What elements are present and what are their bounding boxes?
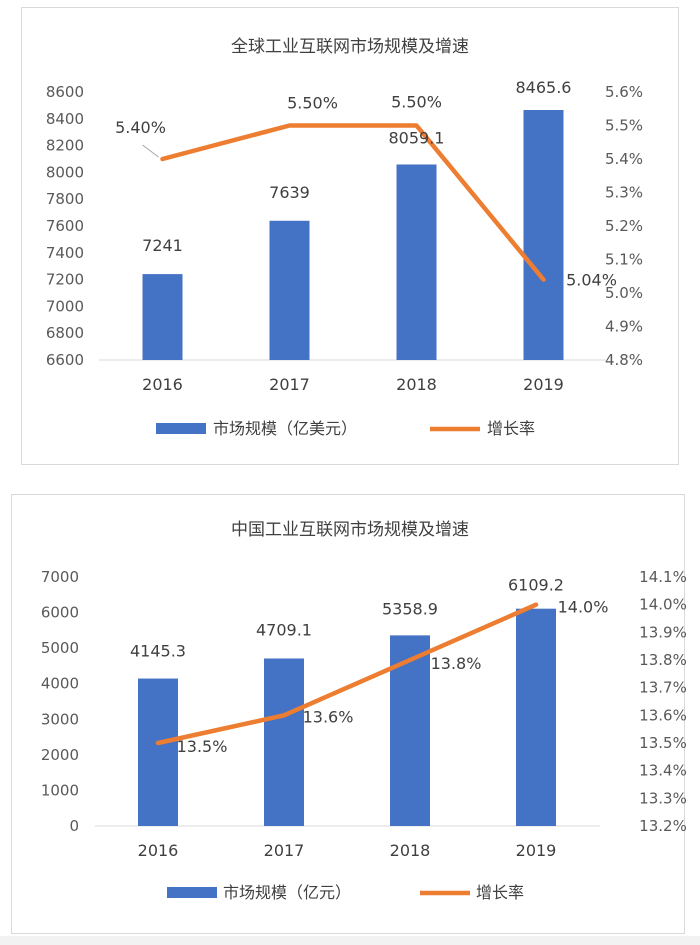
- line-data-label: 5.50%: [287, 94, 338, 113]
- right-axis-tick: 5.0%: [605, 284, 643, 302]
- global-chart-panel: [21, 7, 679, 465]
- legend-bar-label: 市场规模（亿美元）: [213, 419, 357, 438]
- bar-2018: [396, 164, 437, 360]
- right-axis-tick: 5.2%: [605, 217, 643, 235]
- line-data-label: 13.6%: [303, 707, 354, 726]
- left-axis-tick: 7600: [46, 217, 84, 235]
- right-axis-tick: 13.6%: [639, 706, 687, 724]
- growth-rate-line: [160, 123, 546, 282]
- bar-2017: [264, 658, 304, 826]
- x-axis-tick: 2019: [523, 375, 564, 394]
- x-axis-tick: 2017: [264, 841, 305, 860]
- right-axis-tick: 14.0%: [639, 596, 687, 614]
- left-axis-tick: 0: [69, 817, 79, 835]
- line-data-label: 5.50%: [391, 93, 442, 112]
- right-axis-tick: 4.8%: [605, 351, 643, 369]
- x-axis-tick: 2017: [269, 375, 310, 394]
- legend-bar-swatch: [156, 423, 206, 434]
- legend-bar-label: 市场规模（亿元）: [223, 883, 351, 902]
- left-axis-tick: 3000: [41, 710, 79, 728]
- left-axis-tick: 8000: [46, 163, 84, 181]
- data-label-leader-line: [142, 144, 159, 158]
- left-axis-tick: 8200: [46, 137, 84, 155]
- right-axis-tick: 5.6%: [605, 83, 643, 101]
- x-axis-tick: 2018: [396, 375, 437, 394]
- bar-data-label: 5358.9: [382, 599, 438, 618]
- legend-line-label: 增长率: [476, 883, 524, 902]
- right-axis-tick: 14.1%: [639, 568, 687, 586]
- bar-data-label: 4145.3: [130, 642, 186, 661]
- bar-2016: [142, 274, 183, 360]
- chart-title: 中国工业互联网市场规模及增速: [231, 520, 469, 540]
- right-axis-tick: 13.3%: [639, 789, 687, 807]
- global-chart: 全球工业互联网市场规模及增速 6600 6800 7000 7200 7400 7600 78…: [46, 37, 643, 438]
- left-axis-tick: 6800: [46, 324, 84, 342]
- left-axis-tick: 1000: [41, 781, 79, 799]
- bar-data-label: 8465.6: [516, 78, 572, 97]
- left-axis-tick: 4000: [41, 675, 79, 693]
- line-data-label: 13.8%: [431, 654, 482, 673]
- left-axis-tick: 7400: [46, 244, 84, 262]
- chart-title: 全球工业互联网市场规模及增速: [231, 37, 469, 57]
- x-axis-tick: 2019: [516, 841, 557, 860]
- bar-data-label: 8059.1: [389, 128, 445, 147]
- bar-2019: [516, 608, 556, 826]
- left-axis-tick: 7000: [41, 568, 79, 586]
- legend-line-label: 增长率: [487, 419, 535, 438]
- china-chart-panel: [11, 494, 685, 934]
- left-axis-tick: 8400: [46, 110, 84, 128]
- line-data-label: 5.04%: [566, 271, 617, 290]
- right-axis-tick: 5.5%: [605, 117, 643, 135]
- bar-data-label: 7639: [269, 183, 310, 202]
- right-axis-tick: 5.4%: [605, 150, 643, 168]
- x-axis-tick: 2016: [138, 841, 179, 860]
- right-axis-tick: 13.7%: [639, 679, 687, 697]
- left-axis-tick: 6600: [46, 351, 84, 369]
- right-axis-tick: 13.4%: [639, 762, 687, 780]
- legend-bar-swatch: [167, 887, 217, 898]
- right-axis-tick: 13.5%: [639, 734, 687, 752]
- bar-2017: [269, 220, 310, 360]
- right-axis-tick: 4.9%: [605, 318, 643, 336]
- left-axis-tick: 5000: [41, 639, 79, 657]
- line-data-label: 13.5%: [177, 737, 228, 756]
- left-axis-tick: 8600: [46, 83, 84, 101]
- line-data-label: 5.40%: [115, 118, 166, 137]
- left-axis-tick: 7800: [46, 190, 84, 208]
- left-axis-tick: 6000: [41, 604, 79, 622]
- right-axis-tick: 5.1%: [605, 251, 643, 269]
- x-axis-tick: 2016: [142, 375, 183, 394]
- bar-2019: [523, 110, 564, 360]
- growth-rate-line: [155, 602, 539, 746]
- right-axis-tick: 13.8%: [639, 651, 687, 669]
- left-axis-tick: 7200: [46, 271, 84, 289]
- china-chart: 中国工业互联网市场规模及增速 0 1000 2000 3000 4000 5000 6000 7…: [41, 520, 687, 902]
- bar-data-label: 6109.2: [508, 576, 564, 595]
- bar-data-label: 7241: [142, 236, 183, 255]
- bar-2016: [138, 678, 178, 826]
- right-axis-tick: 13.2%: [639, 817, 687, 835]
- x-axis-tick: 2018: [390, 841, 431, 860]
- left-axis-tick: 7000: [46, 297, 84, 315]
- bar-data-label: 4709.1: [256, 620, 312, 639]
- page-bottom-strip: [0, 936, 700, 945]
- left-axis-tick: 2000: [41, 746, 79, 764]
- line-data-label: 14.0%: [558, 598, 609, 617]
- right-axis-tick: 13.9%: [639, 623, 687, 641]
- right-axis-tick: 5.3%: [605, 184, 643, 202]
